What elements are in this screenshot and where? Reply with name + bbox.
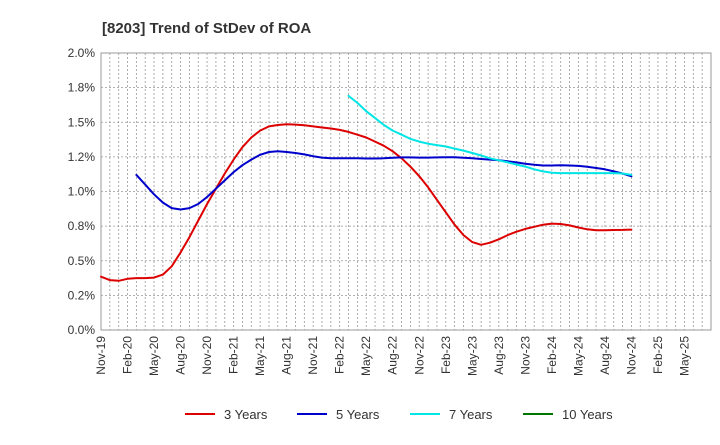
x-tick-label: Nov-21 bbox=[306, 336, 320, 375]
x-tick-label: Nov-19 bbox=[94, 336, 108, 375]
legend-item: 3 Years bbox=[185, 407, 268, 422]
legend-label: 5 Years bbox=[336, 407, 380, 422]
legend-item: 10 Years bbox=[523, 407, 613, 422]
x-tick-label: Aug-22 bbox=[386, 336, 400, 375]
y-tick-label: 1.2% bbox=[68, 150, 96, 164]
series-line-5-years bbox=[135, 150, 633, 211]
x-tick-label: Aug-24 bbox=[598, 336, 612, 375]
series-line-3-years bbox=[100, 123, 633, 282]
x-tick-label: May-23 bbox=[465, 336, 479, 376]
x-tick-label: Nov-22 bbox=[412, 336, 426, 375]
y-tick-label: 0.5% bbox=[68, 254, 96, 268]
x-tick-label: Feb-23 bbox=[439, 336, 453, 374]
x-tick-label: Aug-21 bbox=[280, 336, 294, 375]
x-tick-label: Feb-25 bbox=[651, 336, 665, 374]
y-tick-label: 1.8% bbox=[68, 81, 96, 95]
legend-label: 3 Years bbox=[224, 407, 268, 422]
x-tick-label: Nov-23 bbox=[518, 336, 532, 375]
x-tick-label: May-24 bbox=[571, 336, 585, 376]
x-tick-label: May-22 bbox=[359, 336, 373, 376]
x-tick-label: May-25 bbox=[677, 336, 691, 376]
x-tick-label: Feb-22 bbox=[333, 336, 347, 374]
chart-title: [8203] Trend of StDev of ROA bbox=[102, 20, 311, 37]
y-tick-label: 0.2% bbox=[68, 288, 96, 302]
legend-label: 7 Years bbox=[449, 407, 493, 422]
x-tick-label: Nov-24 bbox=[624, 336, 638, 375]
x-tick-label: Nov-20 bbox=[200, 336, 214, 375]
legend-item: 5 Years bbox=[297, 407, 380, 422]
y-axis-ticks: 0.0% 0.2% 0.5% 0.8% 1.0% 1.2% 1.5% 1.8% 2.0% bbox=[68, 46, 96, 337]
x-tick-label: Feb-21 bbox=[227, 336, 241, 374]
x-tick-label: May-21 bbox=[253, 336, 267, 376]
y-tick-label: 0.8% bbox=[68, 219, 96, 233]
y-tick-label: 2.0% bbox=[68, 46, 96, 60]
legend: 3 Years 5 Years 7 Years 10 Years bbox=[185, 407, 613, 422]
legend-label: 10 Years bbox=[562, 407, 613, 422]
y-tick-label: 1.0% bbox=[68, 185, 96, 199]
x-tick-label: Feb-20 bbox=[121, 336, 135, 374]
x-axis-ticks: Nov-19 Feb-20 May-20 Aug-20 Nov-20 Feb-21 May-… bbox=[94, 336, 691, 376]
x-tick-label: Aug-23 bbox=[492, 336, 506, 375]
legend-item: 7 Years bbox=[410, 407, 493, 422]
series-lines bbox=[100, 94, 633, 282]
x-tick-label: Feb-24 bbox=[545, 336, 559, 374]
series-line-7-years bbox=[347, 94, 633, 176]
x-tick-label: May-20 bbox=[147, 336, 161, 376]
y-tick-label: 1.5% bbox=[68, 115, 96, 129]
x-tick-label: Aug-20 bbox=[174, 336, 188, 375]
y-tick-label: 0.0% bbox=[68, 323, 96, 337]
